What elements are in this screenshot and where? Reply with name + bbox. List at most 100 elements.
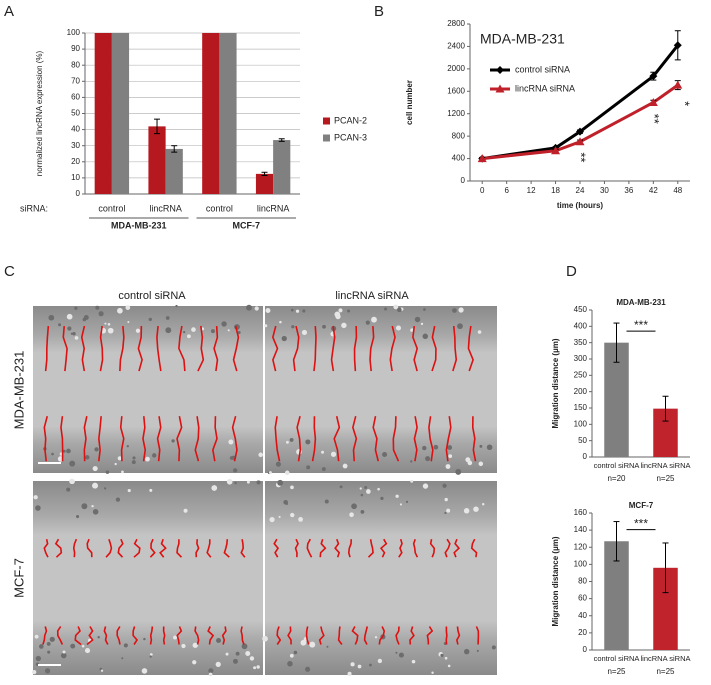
texture bbox=[295, 309, 300, 313]
migration-front bbox=[43, 539, 49, 558]
migration-front bbox=[213, 325, 219, 372]
migration-front bbox=[287, 626, 292, 645]
texture bbox=[486, 444, 493, 451]
texture bbox=[420, 322, 424, 326]
migration-front bbox=[292, 325, 300, 372]
texture bbox=[448, 454, 453, 458]
migration-front bbox=[62, 325, 68, 372]
significance-label: *** bbox=[634, 318, 648, 332]
y-tick-label: 80 bbox=[578, 577, 587, 586]
migration-front bbox=[296, 415, 302, 462]
migration-front bbox=[221, 626, 227, 645]
texture bbox=[104, 487, 107, 490]
texture bbox=[279, 320, 282, 324]
migration-front bbox=[178, 325, 186, 372]
texture bbox=[94, 447, 99, 452]
y-tick-label: 90 bbox=[71, 44, 80, 53]
migration-front bbox=[232, 325, 240, 372]
migration-front bbox=[194, 416, 200, 462]
texture bbox=[293, 650, 298, 655]
texture bbox=[149, 653, 153, 656]
migration-front bbox=[445, 626, 448, 645]
texture bbox=[35, 655, 41, 662]
texture bbox=[359, 487, 362, 490]
y-axis-label: cell number bbox=[405, 80, 414, 125]
texture bbox=[32, 669, 37, 675]
texture bbox=[148, 317, 152, 322]
texture bbox=[208, 668, 214, 674]
texture bbox=[289, 653, 294, 658]
texture bbox=[298, 517, 303, 522]
texture bbox=[227, 329, 230, 332]
bar bbox=[202, 33, 220, 194]
texture bbox=[123, 643, 128, 648]
texture bbox=[149, 488, 153, 492]
migration-front bbox=[363, 626, 369, 645]
texture bbox=[246, 304, 252, 311]
group-label: MDA-MB-231 bbox=[111, 220, 167, 230]
bar bbox=[94, 33, 112, 194]
texture bbox=[145, 456, 150, 462]
y-tick-label: 2000 bbox=[447, 64, 465, 73]
texture bbox=[183, 330, 186, 334]
migration-front bbox=[389, 325, 396, 372]
texture bbox=[465, 457, 471, 463]
migration-front bbox=[313, 325, 317, 372]
annotation: ** bbox=[647, 114, 662, 124]
texture bbox=[290, 308, 294, 312]
texture bbox=[269, 516, 275, 523]
texture bbox=[34, 634, 39, 639]
texture bbox=[479, 444, 483, 448]
texture bbox=[374, 636, 378, 639]
y-tick-label: 70 bbox=[71, 76, 80, 85]
texture bbox=[341, 322, 347, 329]
migration-front bbox=[429, 539, 436, 558]
migration-front bbox=[142, 416, 147, 462]
texture bbox=[114, 462, 117, 466]
texture bbox=[491, 645, 496, 650]
y-tick-label: 40 bbox=[71, 125, 80, 134]
texture bbox=[76, 514, 80, 519]
texture bbox=[67, 326, 72, 331]
y-tick-label: 200 bbox=[574, 387, 588, 396]
texture bbox=[33, 495, 38, 500]
marker bbox=[496, 66, 504, 74]
texture bbox=[287, 661, 293, 667]
texture bbox=[173, 635, 178, 640]
texture bbox=[216, 637, 222, 644]
texture bbox=[171, 439, 175, 443]
y-tick-label: 20 bbox=[71, 157, 80, 166]
legend-swatch bbox=[323, 134, 330, 142]
y-tick-label: 60 bbox=[578, 594, 587, 603]
legend-label: lincRNA siRNA bbox=[515, 83, 575, 93]
texture bbox=[256, 665, 260, 669]
texture bbox=[74, 306, 78, 310]
y-tick-label: 1200 bbox=[447, 109, 465, 118]
migration-front bbox=[162, 626, 166, 645]
texture bbox=[228, 439, 234, 445]
texture bbox=[422, 445, 427, 451]
texture bbox=[301, 329, 308, 336]
y-tick-label: 0 bbox=[583, 645, 588, 654]
migration-front bbox=[351, 626, 359, 645]
texture bbox=[265, 307, 271, 313]
chart: 0 50 100 150 200 250 300 350 400 450 Migration dis… bbox=[551, 298, 690, 483]
texture bbox=[431, 671, 434, 675]
texture bbox=[249, 656, 255, 661]
texture bbox=[446, 508, 451, 513]
y-tick-label: 100 bbox=[67, 28, 81, 37]
y-tick-label: 60 bbox=[71, 93, 80, 102]
texture bbox=[382, 451, 388, 458]
migration-front bbox=[133, 538, 141, 558]
migration-front bbox=[271, 325, 279, 372]
migration-front bbox=[72, 538, 78, 558]
texture bbox=[399, 503, 403, 506]
texture bbox=[237, 330, 241, 335]
texture bbox=[72, 332, 76, 336]
migration-front bbox=[132, 626, 139, 645]
texture bbox=[321, 467, 326, 471]
migration-front bbox=[194, 626, 200, 645]
migration-front bbox=[117, 538, 124, 558]
texture bbox=[447, 664, 451, 668]
row-header: MDA-MB-231 bbox=[11, 351, 26, 430]
